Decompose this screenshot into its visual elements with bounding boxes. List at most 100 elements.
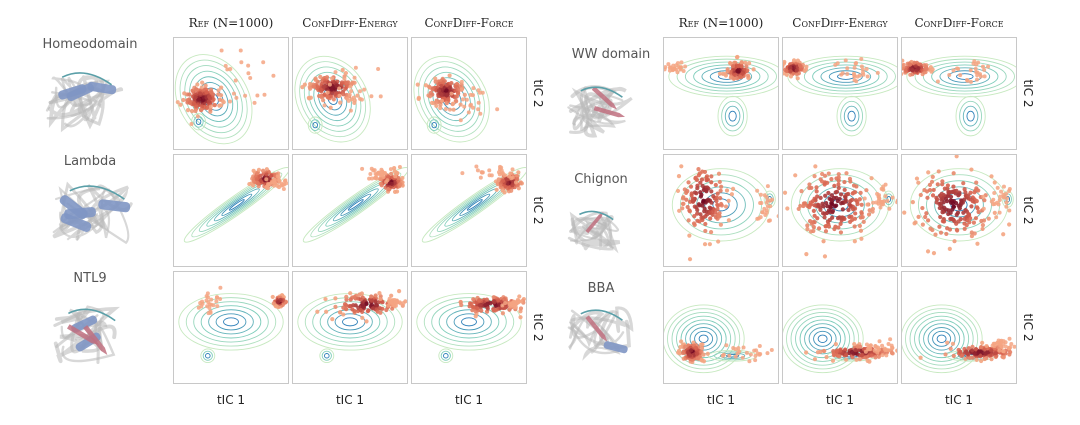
sample-point — [904, 67, 909, 73]
density-contour — [193, 76, 234, 122]
sample-point — [476, 100, 481, 105]
sample-point — [723, 73, 729, 78]
sample-point — [798, 67, 804, 72]
sample-point — [264, 167, 269, 172]
sample-point — [492, 308, 498, 313]
sample-point — [344, 294, 349, 299]
right-col-title-0: Ref (N=1000) — [679, 16, 764, 30]
sample-point — [731, 345, 736, 350]
sample-point — [695, 211, 700, 216]
sample-point — [333, 70, 338, 75]
sample-point — [826, 224, 832, 229]
sample-point — [744, 350, 749, 355]
sample-point — [840, 71, 845, 76]
density-contour — [321, 350, 332, 361]
sample-point — [865, 202, 870, 207]
sample-point — [370, 306, 376, 311]
sample-point — [277, 178, 282, 183]
sample-point — [219, 48, 224, 53]
sample-point — [981, 194, 986, 199]
sample-point — [811, 225, 816, 230]
density-contour — [421, 167, 527, 243]
sample-point — [341, 312, 346, 317]
sample-point — [815, 350, 821, 355]
density-contour — [223, 317, 239, 327]
sample-point — [471, 86, 476, 91]
sample-point — [821, 348, 826, 354]
sample-point — [812, 213, 817, 218]
density-contour — [427, 71, 476, 127]
sample-point — [1007, 222, 1012, 227]
sample-point — [944, 199, 950, 204]
sample-point — [696, 167, 701, 172]
sample-point — [890, 195, 895, 200]
panel-left-3 — [173, 154, 289, 267]
sample-point — [508, 171, 513, 176]
sample-point — [925, 195, 930, 200]
sample-point — [358, 297, 363, 302]
density-contour — [310, 172, 402, 238]
sample-point — [251, 168, 256, 173]
sample-point — [233, 78, 238, 83]
sample-point — [842, 179, 847, 185]
sample-point — [812, 174, 817, 179]
sample-point — [956, 219, 961, 224]
structure-ntl9-icon — [53, 305, 121, 364]
sample-point — [878, 205, 883, 210]
density-contour — [680, 319, 727, 359]
sample-point — [902, 210, 907, 215]
sample-point — [865, 354, 870, 359]
sample-point — [389, 293, 394, 298]
density-contour — [426, 116, 442, 134]
sample-point — [675, 70, 680, 75]
sample-point — [791, 58, 797, 63]
density-contour — [717, 95, 748, 137]
sample-point — [999, 345, 1004, 350]
sample-point — [468, 102, 473, 107]
sample-point — [476, 88, 481, 93]
sample-point — [198, 91, 203, 96]
panel-frame — [411, 154, 527, 267]
sample-point — [992, 190, 997, 195]
sample-point — [434, 103, 439, 109]
sample-point — [753, 358, 758, 363]
sample-point — [876, 345, 881, 350]
sample-point — [471, 297, 476, 302]
sample-point — [341, 92, 346, 97]
sample-point — [348, 297, 353, 302]
sample-point — [247, 181, 252, 187]
sample-point — [189, 122, 194, 127]
sample-point — [972, 351, 977, 356]
sample-point — [918, 192, 923, 198]
sample-point — [460, 97, 465, 102]
sample-point — [861, 219, 866, 224]
sample-point — [205, 295, 210, 300]
left-col-title-1: ConfDiff-Energy — [302, 16, 398, 30]
sample-point — [945, 183, 950, 188]
sample-point — [963, 190, 968, 195]
sample-point — [951, 184, 956, 189]
sample-point — [367, 176, 372, 181]
sample-point — [698, 212, 703, 217]
sample-point — [477, 303, 483, 308]
sample-point — [764, 210, 769, 215]
sample-point — [832, 352, 837, 357]
sample-point — [951, 68, 956, 73]
sample-point — [717, 214, 722, 219]
sample-point — [369, 298, 374, 303]
sample-point — [445, 92, 450, 98]
sample-point — [910, 200, 915, 205]
sample-point — [947, 227, 953, 232]
sample-point — [349, 89, 354, 94]
sample-point — [325, 90, 330, 95]
sample-point — [890, 345, 895, 350]
sample-point — [728, 70, 734, 75]
sample-point — [973, 216, 979, 221]
sample-point — [858, 190, 863, 195]
sample-point — [348, 108, 353, 113]
sample-point — [989, 348, 994, 353]
sample-point — [880, 199, 885, 204]
sample-point — [358, 89, 363, 94]
sample-point — [1008, 349, 1013, 355]
sample-point — [999, 189, 1004, 194]
